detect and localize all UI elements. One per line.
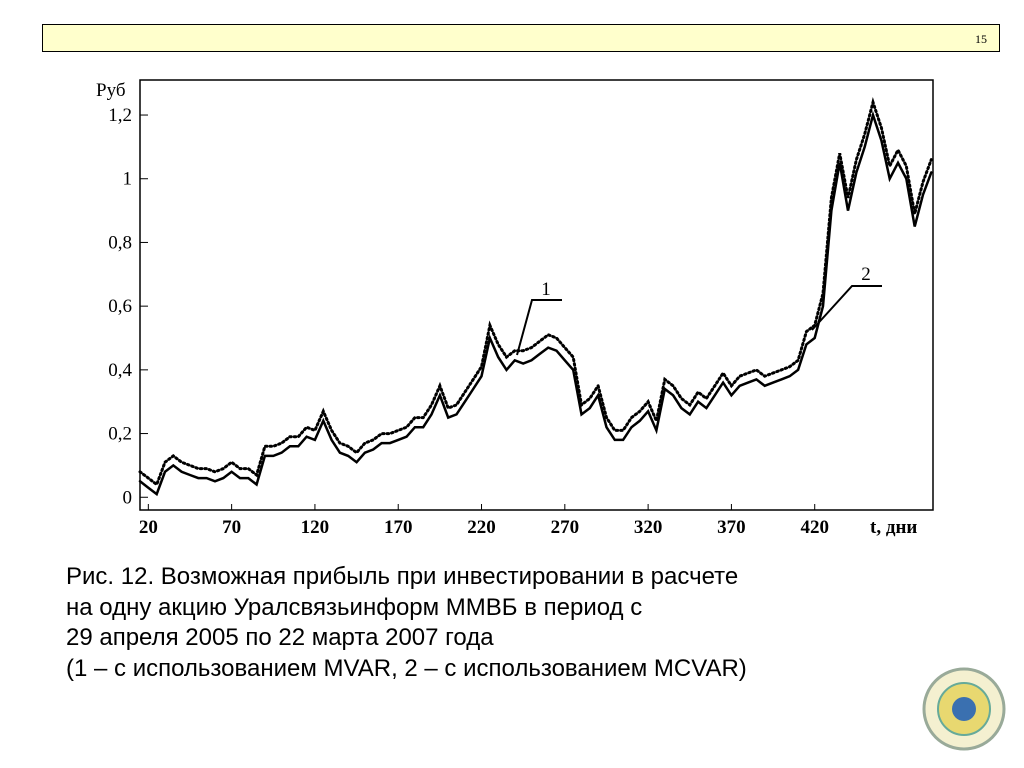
y-tick-label: 0,4	[108, 360, 132, 381]
caption-line: 29 апреля 2005 по 22 марта 2007 года	[66, 624, 494, 651]
caption-line: (1 – с использованием MVAR, 2 – с исполь…	[66, 654, 747, 682]
series-line	[138, 110, 933, 497]
page-number: 15	[975, 32, 987, 46]
y-tick-label: 0,6	[108, 296, 132, 317]
annotation-label: 2	[861, 264, 871, 285]
series-line	[138, 96, 933, 487]
caption: Рис. 12. Возможная прибыль при инвестиро…	[66, 562, 747, 684]
x-tick-label: 370	[717, 517, 746, 538]
logo	[922, 667, 1006, 751]
y-axis-label: Руб	[96, 80, 125, 101]
annotation-leader	[516, 299, 562, 356]
x-tick-label: 270	[551, 517, 580, 538]
y-tick-label: 1	[123, 169, 133, 190]
annotation-label: 1	[541, 279, 551, 300]
y-tick-label: 0	[123, 487, 133, 508]
x-tick-label: 220	[467, 517, 496, 538]
y-tick-label: 0,2	[108, 424, 132, 445]
header-bar: 15	[42, 24, 1000, 52]
x-tick-label: 420	[800, 517, 829, 538]
y-tick-label: 1,2	[108, 105, 132, 126]
x-tick-label: 320	[634, 517, 663, 538]
x-tick-label: 120	[301, 517, 330, 538]
annotation-leader	[811, 285, 882, 331]
x-axis-label: t, дни	[870, 517, 917, 538]
x-tick-label: 20	[139, 517, 158, 538]
chart: Руб t, дни 00,20,40,60,811,220 70 120 170 22…	[96, 79, 934, 538]
caption-line: на одну акцию Уралсвязьинформ ММВБ в пер…	[66, 593, 643, 621]
x-tick-label: 170	[384, 517, 413, 538]
x-tick-label: 70	[222, 517, 241, 538]
plot-frame	[139, 79, 934, 511]
caption-line: Рис. 12. Возможная прибыль при инвестиро…	[66, 563, 739, 590]
y-tick-label: 0,8	[108, 232, 132, 253]
